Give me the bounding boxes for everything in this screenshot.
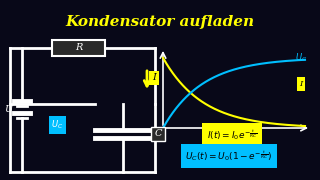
Text: I: I <box>300 80 303 88</box>
Text: $U_C$: $U_C$ <box>52 119 64 131</box>
Text: $I(t) = I_0 e^{-\frac{t}{RC}}$: $I(t) = I_0 e^{-\frac{t}{RC}}$ <box>207 127 257 143</box>
Bar <box>52 40 105 56</box>
Text: I: I <box>152 73 156 82</box>
Text: Kondensator aufladen: Kondensator aufladen <box>65 15 255 29</box>
Text: R: R <box>75 44 82 53</box>
Text: $U_C(t) = U_0(1 - e^{-\frac{t}{RC}})$: $U_C(t) = U_0(1 - e^{-\frac{t}{RC}})$ <box>186 148 273 163</box>
Text: $U_C$: $U_C$ <box>295 52 307 64</box>
Text: U: U <box>4 105 12 114</box>
Text: C: C <box>154 129 162 138</box>
